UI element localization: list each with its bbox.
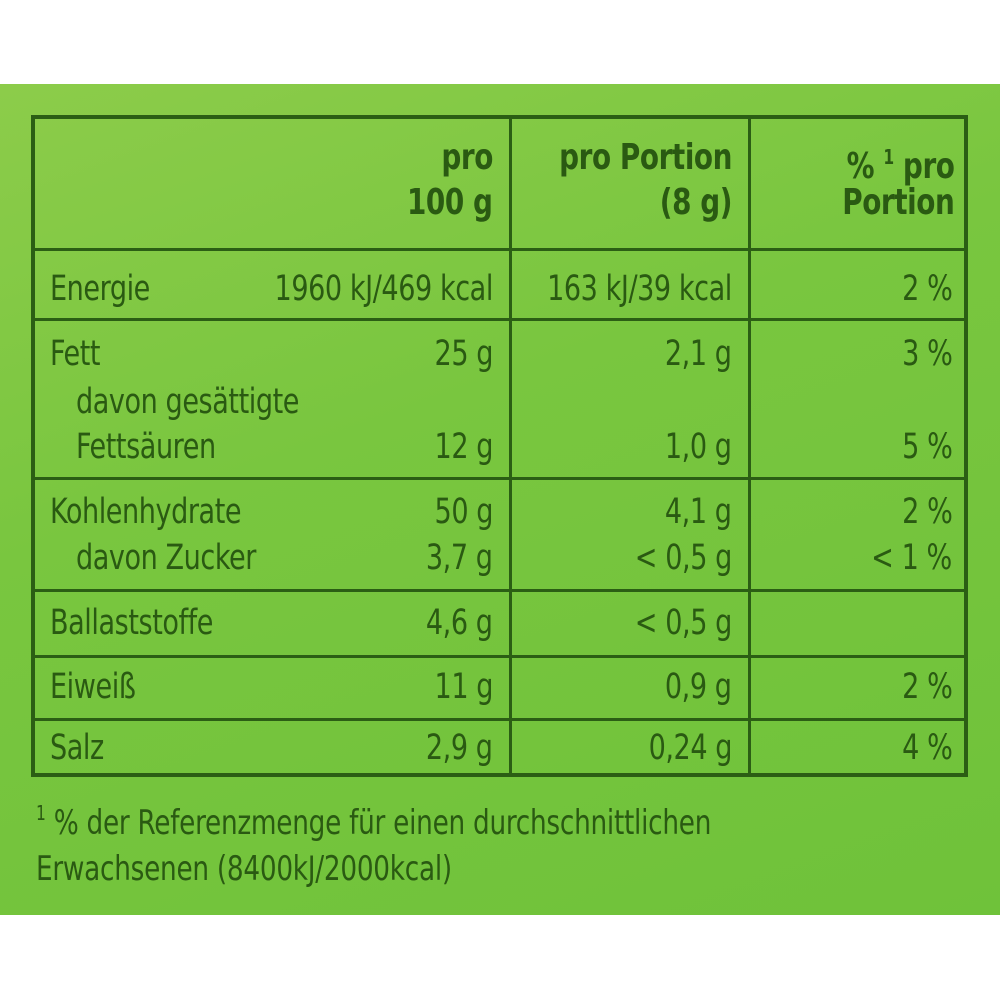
row-energie-per100: 1960 kJ/469 kcal	[274, 269, 494, 309]
row-divider	[31, 655, 968, 658]
row-fett-label: Fett	[50, 334, 101, 374]
nutrition-table	[31, 115, 968, 777]
row-divider	[31, 318, 968, 321]
row-zucker-label: davon Zucker	[76, 538, 256, 578]
row-fettsaeuren-percent: 5 %	[901, 427, 953, 467]
row-zucker-portion: < 0,5 g	[634, 538, 733, 578]
row-fettsaeuren-per100: 12 g	[434, 427, 493, 467]
row-fett-portion: 2,1 g	[665, 334, 732, 374]
footnote-marker: 1	[36, 801, 46, 825]
footnote-line1: % der Referenzmenge für einen durchschni…	[53, 803, 712, 843]
row-divider	[31, 248, 968, 251]
row-kohlenhydrate-label: Kohlenhydrate	[50, 492, 242, 532]
row-divider	[31, 718, 968, 721]
header-per100-line2: 100 g	[407, 182, 493, 223]
row-fettsaeuren-portion: 1,0 g	[665, 427, 732, 467]
row-kohlenhydrate-per100: 50 g	[434, 492, 493, 532]
row-eiweiss-percent: 2 %	[901, 667, 953, 707]
footnote-line2: Erwachsenen (8400kJ/2000kcal)	[36, 849, 452, 889]
row-fettsaeuren-label-line1: davon gesättigte	[76, 382, 300, 422]
row-energie-percent: 2 %	[901, 269, 953, 309]
row-ballaststoffe-label: Ballaststoffe	[50, 603, 213, 643]
row-fettsaeuren-label-line2: Fettsäuren	[76, 427, 216, 467]
row-salz-label: Salz	[50, 728, 104, 768]
row-salz-percent: 4 %	[901, 728, 953, 768]
row-fett-percent: 3 %	[901, 334, 953, 374]
row-ballaststoffe-portion: < 0,5 g	[634, 603, 733, 643]
row-ballaststoffe-per100: 4,6 g	[426, 603, 493, 643]
header-portion-line2: (8 g)	[659, 182, 733, 223]
column-divider	[509, 115, 512, 777]
row-fett-per100: 25 g	[434, 334, 493, 374]
header-per100-line1: pro	[441, 137, 493, 178]
header-percent-line2: Portion	[841, 182, 955, 223]
column-divider	[748, 115, 751, 777]
row-zucker-per100: 3,7 g	[426, 538, 493, 578]
row-eiweiss-per100: 11 g	[434, 667, 493, 707]
row-kohlenhydrate-portion: 4,1 g	[665, 492, 732, 532]
row-divider	[31, 589, 968, 592]
header-portion-line1: pro Portion	[559, 137, 732, 178]
row-energie-portion: 163 kJ/39 kcal	[547, 269, 732, 309]
row-salz-portion: 0,24 g	[648, 728, 733, 768]
row-zucker-percent: < 1 %	[871, 538, 952, 578]
row-eiweiss-portion: 0,9 g	[665, 667, 732, 707]
row-eiweiss-label: Eiweiß	[50, 667, 136, 707]
header-percent-line1: % 1 pro	[846, 145, 954, 187]
row-salz-per100: 2,9 g	[426, 728, 493, 768]
footnote: 1 % der Referenzmenge für einen durchsch…	[36, 790, 711, 892]
row-divider	[31, 477, 968, 480]
row-energie-label: Energie	[50, 269, 150, 309]
row-kohlenhydrate-percent: 2 %	[901, 492, 953, 532]
